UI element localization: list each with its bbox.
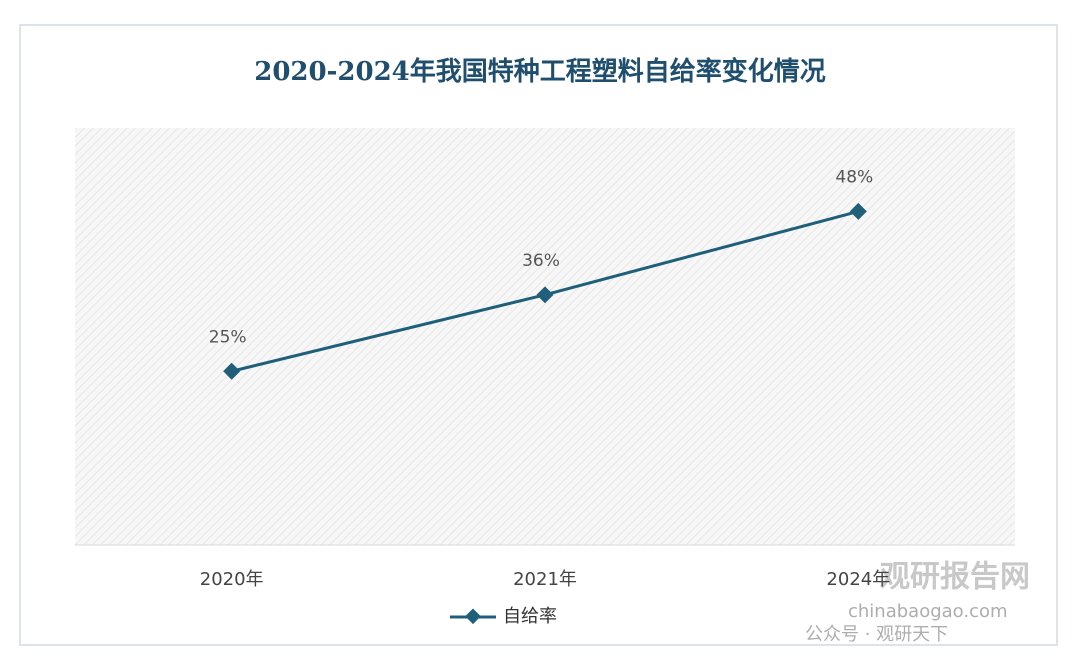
data-label: 48%: [835, 167, 873, 187]
data-label: 25%: [209, 327, 247, 347]
watermark-title: 观研报告网: [880, 560, 1030, 595]
x-tick-label: 2024年: [826, 569, 890, 590]
x-tick-label: 2020年: [200, 569, 264, 590]
watermark-url: chinabaogao.com: [848, 601, 1008, 622]
chart-title: 2020-2024年我国特种工程塑料自给率变化情况: [254, 56, 826, 87]
plot-area: [75, 128, 1015, 545]
data-label: 36%: [522, 251, 560, 271]
point: [536, 286, 554, 304]
x-tick-label: 2021年: [513, 569, 577, 590]
point: [223, 362, 241, 380]
point: [849, 202, 867, 220]
watermark-account: 公众号 · 观研天下: [805, 624, 948, 645]
legend-label: 自给率: [503, 606, 557, 627]
